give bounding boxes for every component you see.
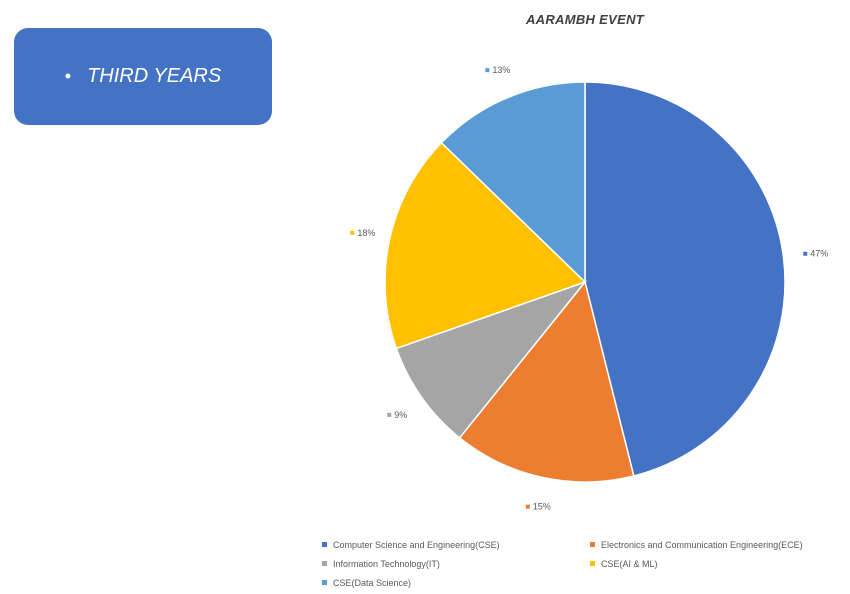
data-label-cse-ds: 13% xyxy=(485,65,510,75)
data-label-text: 13% xyxy=(492,65,510,75)
legend-label-cse-aiml: CSE(AI & ML) xyxy=(601,558,658,569)
chart-legend: Computer Science and Engineering(CSE) El… xyxy=(322,535,850,592)
legend-item-ece: Electronics and Communication Engineerin… xyxy=(590,540,803,550)
legend-label-it: Information Technology(IT) xyxy=(333,558,440,569)
legend-row: CSE(Data Science) xyxy=(322,573,850,592)
data-label-text: 9% xyxy=(394,410,407,420)
legend-swatch-cse xyxy=(322,542,327,547)
data-label-text: 18% xyxy=(357,228,375,238)
legend-label-cse: Computer Science and Engineering(CSE) xyxy=(333,539,500,550)
legend-label-cse-ds: CSE(Data Science) xyxy=(333,577,412,588)
pie-slice-cse-aiml xyxy=(384,141,587,350)
chart-title: AARAMBH EVENT xyxy=(525,12,644,27)
data-label-text: 47% xyxy=(810,249,828,259)
legend-item-cse-ds: CSE(Data Science) xyxy=(322,578,590,588)
data-label-ece: 15% xyxy=(525,502,551,512)
data-label-marker xyxy=(387,412,392,417)
pie-slice-cse-ds xyxy=(440,81,586,284)
third-years-badge: • THIRD YEARS xyxy=(14,28,272,125)
data-label-marker xyxy=(525,504,530,509)
pie-slice-it xyxy=(395,280,588,439)
legend-item-cse: Computer Science and Engineering(CSE) xyxy=(322,540,590,550)
legend-label-ece: Electronics and Communication Engineerin… xyxy=(601,539,803,550)
legend-swatch-cse-ds xyxy=(322,580,327,585)
pie-slice-cse xyxy=(584,81,786,477)
data-label-text: 15% xyxy=(533,502,551,512)
badge-bullet: • xyxy=(64,66,72,86)
data-label-cse-aiml: 18% xyxy=(350,228,375,238)
data-label-marker xyxy=(803,251,808,256)
legend-item-it: Information Technology(IT) xyxy=(322,559,590,569)
data-label-marker xyxy=(350,230,355,235)
data-label-marker xyxy=(485,68,490,73)
legend-item-cse-aiml: CSE(AI & ML) xyxy=(590,559,658,569)
legend-row: Information Technology(IT) CSE(AI & ML) xyxy=(322,554,850,573)
data-label-cse: 47% xyxy=(803,249,828,259)
data-label-it: 9% xyxy=(387,410,407,420)
legend-swatch-ece xyxy=(590,542,595,547)
badge-label: THIRD YEARS xyxy=(87,65,222,87)
legend-swatch-cse-aiml xyxy=(590,561,595,566)
legend-row: Computer Science and Engineering(CSE) El… xyxy=(322,535,850,554)
pie-slice-ece xyxy=(458,280,635,483)
legend-swatch-it xyxy=(322,561,327,566)
